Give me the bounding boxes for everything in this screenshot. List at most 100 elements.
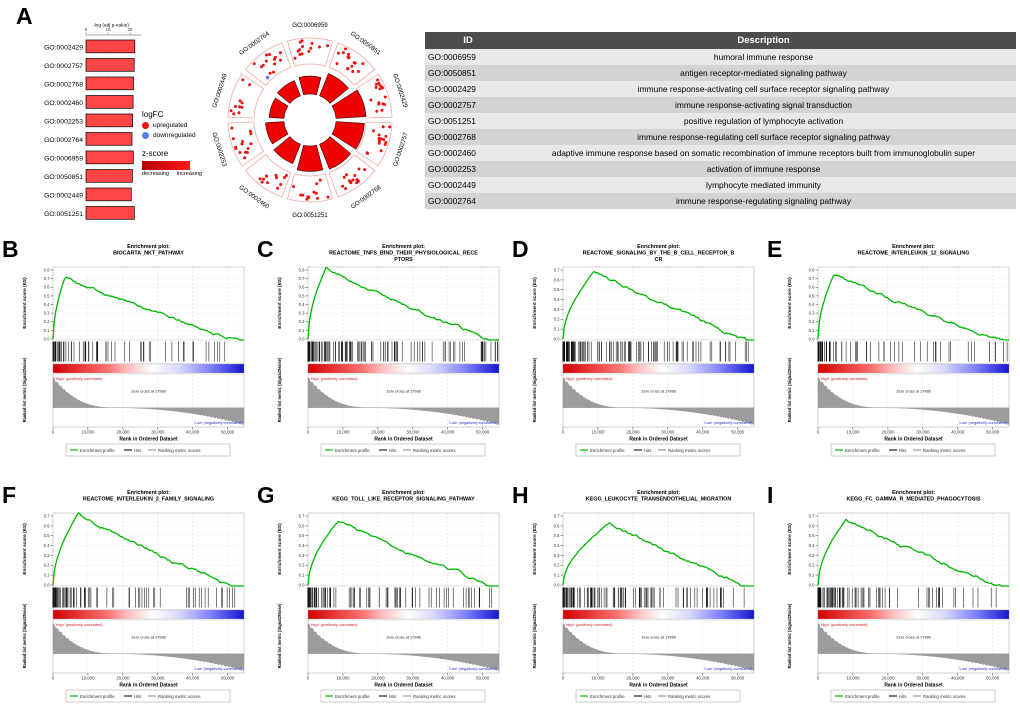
- es-tick-label: 0.4: [554, 543, 560, 548]
- zscore-bar-wedge: [331, 121, 365, 150]
- legend-item-label: Enrichment profile: [845, 694, 880, 699]
- segment-dots: [258, 173, 288, 190]
- es-tick-label: 0.5: [44, 533, 50, 538]
- zscore-bar-wedge: [331, 89, 367, 119]
- gsea-title-line: Enrichment plot:: [637, 490, 680, 496]
- high-correlated-label: 'High' (positively correlated): [55, 376, 103, 381]
- table-row: GO:0051251 positive regulation of lymphoc…: [425, 113, 1016, 129]
- go-description-cell: immune response-regulating signaling pat…: [675, 196, 852, 206]
- x-tick-label: 50,000: [476, 430, 490, 435]
- enrichment-score-curve: [307, 267, 499, 341]
- rank-axis-title: Ranked list metric (Signal2Noise): [22, 603, 27, 668]
- panel-label-c: C: [257, 236, 274, 262]
- bar: [85, 58, 135, 72]
- x-tick-label: 40,000: [696, 430, 710, 435]
- gsea-title-line: KEGG_FC_GAMMA_R_MEDIATED_PHAGOCYTOSIS: [847, 496, 981, 502]
- go-description-cell: positive regulation of lymphocyte activa…: [683, 116, 844, 126]
- es-tick-label: 0.2: [809, 319, 815, 324]
- circle-go-label: GO:0006959: [292, 22, 328, 29]
- table-header-cell: Description: [511, 32, 1016, 49]
- ranked-metric-area: [52, 623, 245, 671]
- es-tick-label: 0.3: [554, 553, 560, 558]
- segment-dots: [365, 125, 392, 155]
- gsea-plot-svg: Enrichment plot:KEGG_TOLL_LIKE_RECEPTOR_…: [273, 486, 508, 708]
- es-tick-label: 0.3: [809, 311, 815, 316]
- x-tick-label: 30,000: [916, 676, 930, 681]
- es-tick-label: 0.6: [809, 285, 815, 290]
- x-tick-label: 10,000: [591, 430, 605, 435]
- zscore-decreasing-label: decreasing: [142, 170, 169, 177]
- bar-category-label: GO:0051251: [44, 211, 83, 218]
- x-tick-label: 50,000: [221, 676, 235, 681]
- gsea-panel-c: C Enrichment plot: REACTOME_TNFS_BIND_THEI…: [257, 238, 512, 484]
- go-description-cell: adaptive immune response based on somati…: [551, 148, 976, 158]
- table-row: GO:0002253 activation of immune response: [425, 161, 1016, 177]
- ranked-metric-area: [52, 377, 245, 425]
- x-tick-label: 10,000: [336, 430, 350, 435]
- rank-color-bar: [562, 363, 755, 374]
- es-tick-label: 0.1: [809, 573, 815, 578]
- es-tick-label: 0.2: [554, 563, 560, 568]
- legend-item-label: Ranking metric scores: [413, 694, 456, 699]
- enrichment-score-curve: [307, 520, 499, 587]
- es-tick-label: 0.7: [809, 513, 815, 518]
- ranked-metric-area: [307, 623, 500, 671]
- gsea-title-line: Enrichment plot:: [637, 244, 680, 250]
- panel-label-i: I: [767, 482, 774, 508]
- x-tick-label: 10,000: [81, 676, 95, 681]
- es-tick-label: 0.7: [554, 513, 560, 518]
- x-tick-label: 50,000: [986, 676, 1000, 681]
- zscore-bar-wedge: [296, 144, 324, 172]
- es-tick-label: 0.4: [299, 543, 305, 548]
- go-id-cell: GO:0006959: [428, 52, 476, 62]
- x-tick-label: 30,000: [916, 430, 930, 435]
- bar-category-label: GO:0002253: [44, 119, 83, 126]
- outer-ring-segment: [328, 153, 376, 198]
- hits-group: [307, 587, 492, 608]
- high-correlated-label: 'High' (positively correlated): [565, 376, 613, 381]
- es-tick-label: 0.7: [44, 513, 50, 518]
- es-axis-title: Enrichment score (ES): [532, 523, 538, 575]
- table-row: GO:0002768 immune response-regulating cel…: [425, 129, 1016, 145]
- es-tick-label: 0.7: [299, 513, 305, 518]
- es-axis-title: Enrichment score (ES): [22, 523, 28, 575]
- x-tick-label: 10,000: [846, 430, 860, 435]
- es-tick-label: 0.1: [554, 573, 560, 578]
- rank-axis-title: Ranked list metric (Signal2Noise): [532, 603, 537, 668]
- x-tick-label: 50,000: [476, 676, 490, 681]
- es-tick-label: 0.5: [809, 533, 815, 538]
- segment-dots: [229, 78, 252, 116]
- gsea-grid: B Enrichment plot: BIOCARTA_NKT_PATHWAY 0.0…: [2, 238, 1020, 711]
- table-row: GO:0002764 immune response-regulating sig…: [425, 193, 1016, 209]
- bar: [85, 150, 134, 165]
- x-axis-title: Rank in Ordered Dataset: [119, 683, 178, 689]
- x-tick-label: 10,000: [81, 430, 95, 435]
- rank-color-bar: [817, 609, 1010, 620]
- enrichment-score-curve: [52, 512, 244, 587]
- bar-category-label: GO:0002429: [44, 45, 83, 52]
- outer-ring-segment: [244, 153, 292, 198]
- legend-item-label: Enrichment profile: [335, 694, 370, 699]
- zscore-legend-title: z-score: [142, 148, 169, 158]
- es-tick-label: 0.6: [44, 285, 50, 290]
- go-description-cell: activation of immune response: [706, 164, 821, 174]
- zero-cross-label: Zero cross at 17986: [131, 635, 166, 640]
- es-tick-label: 0.5: [299, 293, 305, 298]
- enrichment-score-curve: [52, 276, 244, 341]
- gsea-title-line: Enrichment plot:: [892, 244, 935, 250]
- legend-item-label: Ranking metric scores: [668, 448, 711, 453]
- low-correlated-label: 'Low' (negatively correlated): [704, 666, 753, 671]
- gsea-plot-svg: Enrichment plot:REACTOME_INTERLEUKIN_12_…: [783, 240, 1018, 462]
- gsea-panel-g: G Enrichment plot: KEGG_TOLL_LIKE_RECEPTOR…: [257, 484, 512, 711]
- es-tick-label: 0.1: [44, 328, 50, 333]
- bar: [85, 206, 135, 220]
- es-tick-label: 0.8: [809, 267, 815, 272]
- x-tick-label: 30,000: [661, 676, 675, 681]
- hits-group: [562, 341, 749, 362]
- x-tick-label: 20,000: [371, 430, 385, 435]
- panel-label-f: F: [2, 482, 17, 508]
- panel-label-a: A: [16, 3, 33, 29]
- low-correlated-label: 'Low' (negatively correlated): [194, 420, 243, 425]
- x-tick-label: 10,000: [336, 676, 350, 681]
- circle-go-label: GO:0002429: [391, 73, 409, 109]
